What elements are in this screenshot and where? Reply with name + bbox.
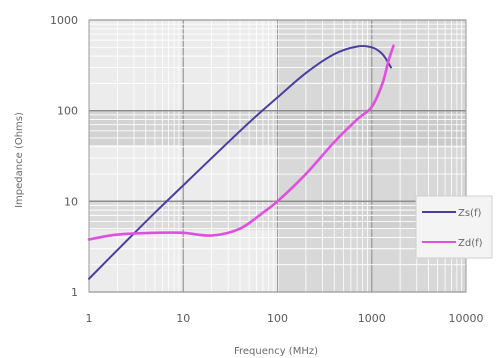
tick-labels: 1 10 100 1000 10000 1000 100 10 1 <box>50 14 484 325</box>
legend-box <box>415 195 493 259</box>
y-tick-label: 10 <box>64 195 78 208</box>
legend-label-zd: Zd(f) <box>458 238 483 249</box>
legend-label-zs: Zs(f) <box>458 208 481 219</box>
x-tick-label: 10000 <box>449 312 484 325</box>
x-tick-label: 1000 <box>358 312 386 325</box>
y-tick-label: 100 <box>57 105 78 118</box>
series-lines <box>87 44 395 280</box>
legend: Zs(f) Zd(f) <box>415 195 493 259</box>
x-tick-label: 100 <box>267 312 288 325</box>
y-tick-label: 1 <box>71 286 78 299</box>
series-line-zd <box>87 44 395 241</box>
plot-border <box>88 19 467 293</box>
x-tick-label: 1 <box>86 312 93 325</box>
x-tick-label: 10 <box>176 312 190 325</box>
series-line-zs <box>88 44 392 280</box>
y-axis-label: Impedance (Ohms) <box>14 112 25 208</box>
y-tick-label: 1000 <box>50 14 78 27</box>
x-axis-label: Frequency (MHz) <box>234 346 318 357</box>
